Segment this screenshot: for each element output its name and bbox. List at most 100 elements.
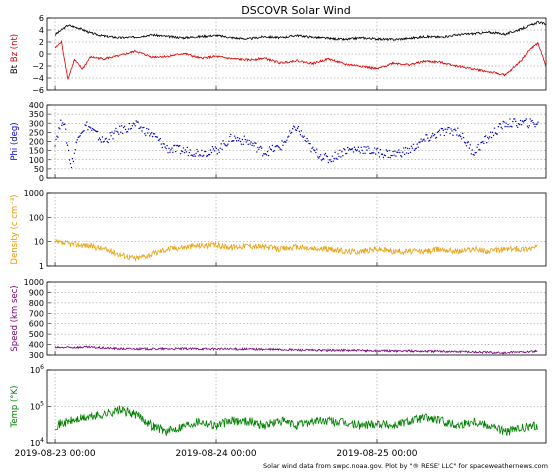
x-tick-label: 2019-08-24 00:00 — [175, 449, 256, 459]
data-point — [280, 149, 282, 151]
data-point — [381, 153, 384, 155]
data-point — [492, 134, 495, 137]
data-point — [122, 126, 125, 129]
data-point — [261, 155, 264, 157]
data-point — [338, 155, 340, 158]
data-point — [123, 125, 126, 128]
y-tick-label: −2 — [32, 62, 44, 71]
y-tick-label: 300 — [29, 351, 44, 360]
data-point — [252, 142, 254, 145]
data-point — [516, 126, 519, 129]
data-point — [485, 135, 487, 137]
series-line — [54, 405, 538, 436]
data-point — [344, 148, 346, 151]
data-point — [104, 138, 106, 140]
data-point — [150, 132, 153, 134]
data-point — [156, 136, 159, 138]
data-point — [121, 132, 124, 135]
data-point — [424, 140, 426, 142]
data-point — [300, 130, 303, 132]
data-point — [516, 125, 518, 127]
data-point — [302, 136, 304, 139]
data-point — [410, 145, 413, 147]
data-point — [128, 122, 131, 125]
data-point — [404, 147, 407, 149]
data-point — [233, 140, 235, 142]
data-point — [189, 149, 191, 151]
data-point — [375, 148, 378, 150]
data-point — [332, 160, 334, 162]
data-point — [208, 153, 211, 156]
data-point — [314, 149, 316, 152]
data-point — [431, 132, 434, 135]
data-point — [468, 147, 471, 149]
data-point — [211, 145, 214, 148]
data-point — [393, 154, 395, 156]
data-point — [427, 137, 429, 139]
data-point — [318, 157, 320, 159]
data-point — [74, 149, 77, 151]
data-point — [197, 150, 199, 153]
data-point — [168, 147, 170, 150]
data-point — [429, 139, 431, 142]
data-point — [57, 136, 59, 138]
data-point — [235, 140, 238, 142]
data-point — [124, 128, 127, 131]
data-point — [486, 141, 488, 144]
data-point — [348, 148, 351, 150]
data-point — [388, 149, 390, 152]
data-point — [140, 126, 142, 128]
data-point — [443, 134, 445, 137]
data-point — [412, 143, 415, 145]
data-point — [75, 141, 77, 144]
data-point — [460, 138, 463, 140]
data-point — [171, 147, 173, 149]
data-point — [450, 128, 452, 130]
data-point — [346, 146, 349, 149]
data-point — [471, 149, 473, 151]
data-point — [435, 136, 438, 139]
data-point — [196, 148, 198, 151]
data-point — [203, 154, 205, 157]
data-point — [374, 153, 377, 155]
data-point — [362, 152, 364, 155]
data-point — [400, 154, 402, 157]
data-point — [242, 143, 245, 146]
data-point — [311, 147, 313, 150]
data-point — [301, 135, 303, 137]
y-tick-label: 300 — [29, 119, 44, 128]
data-point — [489, 131, 492, 133]
data-point — [145, 134, 147, 137]
y-tick-label: 200 — [29, 138, 44, 147]
data-point — [391, 154, 393, 157]
data-point — [483, 142, 485, 144]
data-point — [120, 125, 123, 127]
data-point — [487, 136, 489, 139]
data-point — [382, 156, 385, 159]
footer-credit: Solar wind data from swpc.noaa.gov. Plot… — [263, 462, 548, 470]
data-point — [169, 151, 171, 153]
data-point — [401, 156, 403, 158]
data-point — [365, 146, 367, 148]
data-point — [323, 154, 326, 156]
data-point — [405, 152, 408, 154]
panel-1: 6 4 2 0 −2 −4 −6 Bt Bz (nt) — [10, 14, 547, 95]
data-point — [250, 141, 252, 143]
y-tick-label: −6 — [32, 86, 44, 95]
data-point — [255, 142, 257, 145]
data-point — [170, 149, 172, 151]
data-point — [137, 121, 139, 123]
data-point — [305, 140, 307, 143]
data-point — [192, 155, 194, 157]
data-point — [167, 152, 169, 154]
data-point — [505, 122, 507, 124]
data-point — [246, 139, 248, 141]
data-point — [456, 134, 458, 136]
y-tick-label: 800 — [29, 299, 44, 308]
data-point — [84, 124, 86, 126]
y-tick-label: 50 — [34, 165, 44, 174]
data-point — [352, 151, 355, 153]
panel-5: 104 105 106 Temp (°K) — [10, 364, 547, 448]
data-point — [457, 127, 459, 129]
